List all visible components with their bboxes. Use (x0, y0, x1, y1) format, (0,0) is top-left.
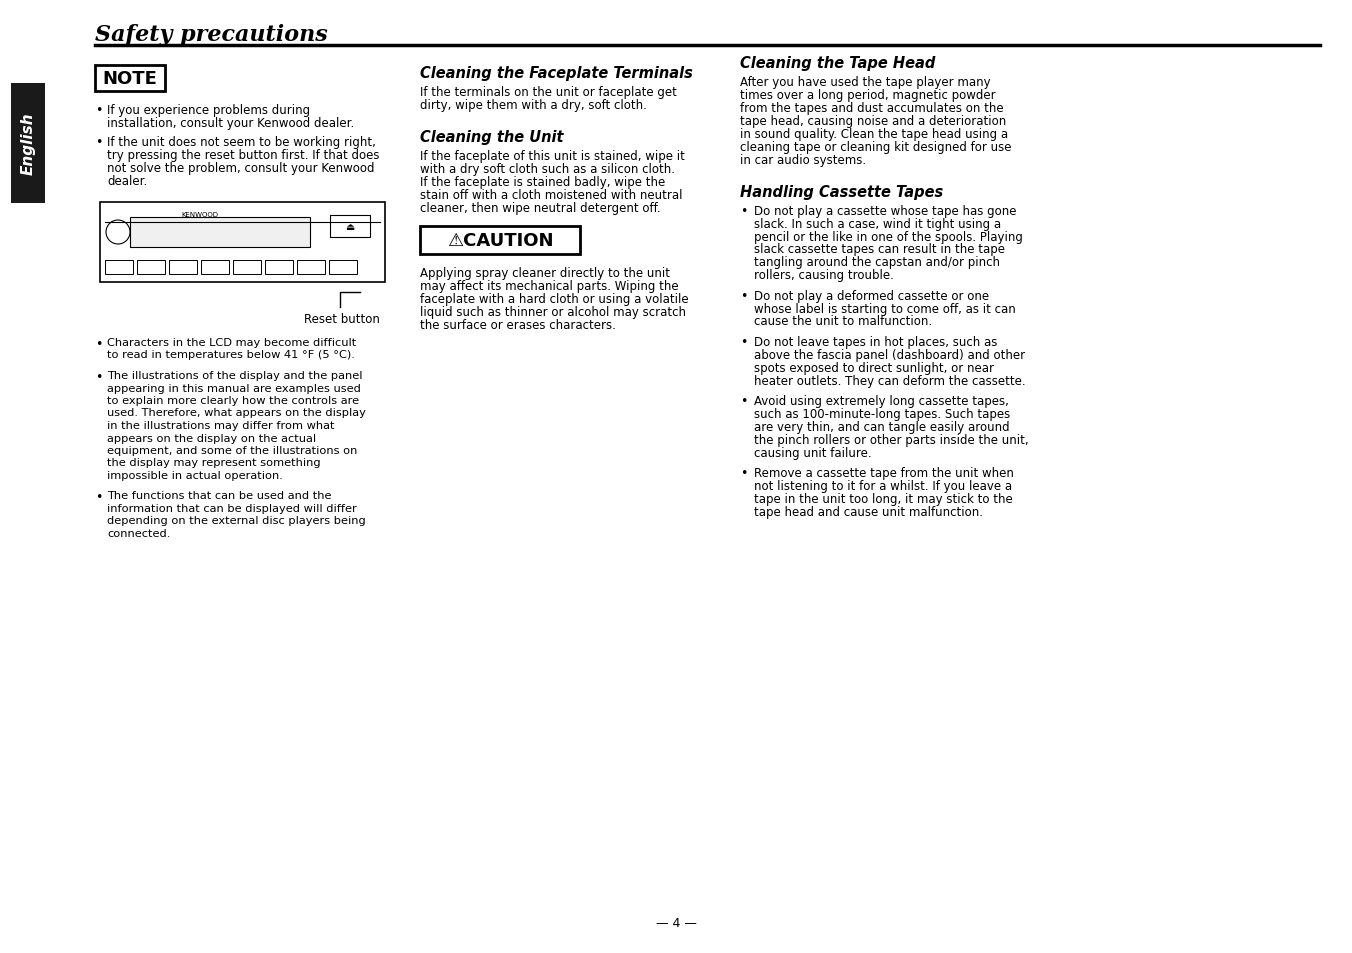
Text: connected.: connected. (107, 529, 170, 538)
Text: faceplate with a hard cloth or using a volatile: faceplate with a hard cloth or using a v… (420, 293, 688, 306)
Bar (233, 261, 261, 274)
Text: in sound quality. Clean the tape head using a: in sound quality. Clean the tape head us… (740, 128, 1009, 141)
Text: Do not leave tapes in hot places, such as: Do not leave tapes in hot places, such a… (754, 335, 998, 349)
Text: •: • (740, 395, 748, 408)
Text: •: • (740, 335, 748, 349)
Text: If you experience problems during: If you experience problems during (107, 104, 310, 117)
Text: in the illustrations may differ from what: in the illustrations may differ from wha… (107, 420, 334, 431)
Text: The functions that can be used and the: The functions that can be used and the (107, 491, 331, 501)
Text: Safety precautions: Safety precautions (95, 24, 327, 46)
Text: not listening to it for a whilst. If you leave a: not listening to it for a whilst. If you… (754, 479, 1013, 493)
Bar (137, 261, 165, 274)
Text: •: • (95, 337, 103, 351)
Text: tape head, causing noise and a deterioration: tape head, causing noise and a deteriora… (740, 115, 1006, 128)
Text: •: • (95, 371, 103, 384)
Text: If the faceplate of this unit is stained, wipe it: If the faceplate of this unit is stained… (420, 150, 685, 163)
Text: to read in temperatures below 41 °F (5 °C).: to read in temperatures below 41 °F (5 °… (107, 350, 354, 360)
Text: appearing in this manual are examples used: appearing in this manual are examples us… (107, 383, 361, 393)
Text: cleaner, then wipe neutral detergent off.: cleaner, then wipe neutral detergent off… (420, 202, 661, 214)
Text: heater outlets. They can deform the cassette.: heater outlets. They can deform the cass… (754, 375, 1026, 387)
Text: slack. In such a case, wind it tight using a: slack. In such a case, wind it tight usi… (754, 217, 1000, 231)
Text: If the terminals on the unit or faceplate get: If the terminals on the unit or faceplat… (420, 86, 677, 99)
Text: may affect its mechanical parts. Wiping the: may affect its mechanical parts. Wiping … (420, 280, 679, 293)
Text: Handling Cassette Tapes: Handling Cassette Tapes (740, 185, 944, 200)
Bar (329, 261, 357, 274)
Text: information that can be displayed will differ: information that can be displayed will d… (107, 503, 357, 514)
Text: tape head and cause unit malfunction.: tape head and cause unit malfunction. (754, 505, 983, 518)
Text: liquid such as thinner or alcohol may scratch: liquid such as thinner or alcohol may sc… (420, 306, 685, 318)
Text: such as 100-minute-long tapes. Such tapes: such as 100-minute-long tapes. Such tape… (754, 408, 1010, 421)
Text: are very thin, and can tangle easily around: are very thin, and can tangle easily aro… (754, 420, 1010, 434)
Text: the surface or erases characters.: the surface or erases characters. (420, 318, 617, 332)
Text: If the faceplate is stained badly, wipe the: If the faceplate is stained badly, wipe … (420, 175, 665, 189)
Text: the pinch rollers or other parts inside the unit,: the pinch rollers or other parts inside … (754, 434, 1029, 446)
Text: dealer.: dealer. (107, 174, 147, 188)
Text: try pressing the reset button first. If that does: try pressing the reset button first. If … (107, 149, 380, 162)
Text: cleaning tape or cleaning kit designed for use: cleaning tape or cleaning kit designed f… (740, 141, 1011, 153)
Text: tangling around the capstan and/or pinch: tangling around the capstan and/or pinch (754, 256, 1000, 269)
Text: The illustrations of the display and the panel: The illustrations of the display and the… (107, 371, 362, 380)
Text: ⚠CAUTION: ⚠CAUTION (446, 232, 553, 250)
Text: installation, consult your Kenwood dealer.: installation, consult your Kenwood deale… (107, 117, 354, 130)
Text: Cleaning the Faceplate Terminals: Cleaning the Faceplate Terminals (420, 66, 692, 81)
Text: tape in the unit too long, it may stick to the: tape in the unit too long, it may stick … (754, 493, 1013, 505)
Bar (330, 215, 370, 237)
Text: Do not play a cassette whose tape has gone: Do not play a cassette whose tape has go… (754, 205, 1017, 218)
Text: rollers, causing trouble.: rollers, causing trouble. (754, 269, 894, 282)
Text: •: • (95, 136, 103, 149)
Text: Cleaning the Tape Head: Cleaning the Tape Head (740, 56, 936, 71)
Bar (265, 261, 293, 274)
Text: Avoid using extremely long cassette tapes,: Avoid using extremely long cassette tape… (754, 395, 1009, 408)
Text: used. Therefore, what appears on the display: used. Therefore, what appears on the dis… (107, 408, 366, 418)
Text: from the tapes and dust accumulates on the: from the tapes and dust accumulates on t… (740, 102, 1003, 115)
Text: depending on the external disc players being: depending on the external disc players b… (107, 516, 366, 526)
Text: causing unit failure.: causing unit failure. (754, 446, 872, 459)
Bar (297, 261, 324, 274)
Bar (420, 227, 580, 254)
Text: dirty, wipe them with a dry, soft cloth.: dirty, wipe them with a dry, soft cloth. (420, 99, 646, 112)
Bar (130, 218, 310, 248)
Text: Characters in the LCD may become difficult: Characters in the LCD may become difficu… (107, 337, 356, 348)
Bar (100, 203, 385, 283)
Text: — 4 —: — 4 — (656, 917, 696, 929)
Text: with a dry soft cloth such as a silicon cloth.: with a dry soft cloth such as a silicon … (420, 163, 675, 175)
Text: whose label is starting to come off, as it can: whose label is starting to come off, as … (754, 302, 1015, 315)
Text: appears on the display on the actual: appears on the display on the actual (107, 433, 316, 443)
Bar (95, 66, 165, 91)
Bar (169, 261, 197, 274)
Text: impossible in actual operation.: impossible in actual operation. (107, 471, 283, 480)
Text: the display may represent something: the display may represent something (107, 458, 320, 468)
Text: •: • (740, 467, 748, 480)
Text: Reset button: Reset button (304, 313, 380, 326)
Bar (11, 84, 45, 204)
Text: spots exposed to direct sunlight, or near: spots exposed to direct sunlight, or nea… (754, 361, 994, 375)
Text: If the unit does not seem to be working right,: If the unit does not seem to be working … (107, 136, 376, 149)
Text: ⏏: ⏏ (345, 222, 354, 232)
Text: Cleaning the Unit: Cleaning the Unit (420, 130, 564, 145)
Text: Applying spray cleaner directly to the unit: Applying spray cleaner directly to the u… (420, 267, 671, 280)
Text: Remove a cassette tape from the unit when: Remove a cassette tape from the unit whe… (754, 467, 1014, 480)
Text: above the fascia panel (dashboard) and other: above the fascia panel (dashboard) and o… (754, 349, 1025, 361)
Text: cause the unit to malfunction.: cause the unit to malfunction. (754, 315, 932, 328)
Text: •: • (740, 290, 748, 302)
Text: English: English (20, 112, 35, 175)
Text: times over a long period, magnetic powder: times over a long period, magnetic powde… (740, 89, 995, 102)
Bar (105, 261, 132, 274)
Text: NOTE: NOTE (103, 70, 157, 88)
Text: •: • (740, 205, 748, 218)
Text: in car audio systems.: in car audio systems. (740, 153, 867, 167)
Text: •: • (95, 491, 103, 504)
Text: After you have used the tape player many: After you have used the tape player many (740, 76, 991, 89)
Text: Do not play a deformed cassette or one: Do not play a deformed cassette or one (754, 290, 990, 302)
Text: KENWOOD: KENWOOD (181, 212, 219, 218)
Text: stain off with a cloth moistened with neutral: stain off with a cloth moistened with ne… (420, 189, 683, 202)
Text: slack cassette tapes can result in the tape: slack cassette tapes can result in the t… (754, 243, 1005, 256)
Text: equipment, and some of the illustrations on: equipment, and some of the illustrations… (107, 446, 357, 456)
Text: •: • (95, 104, 103, 117)
Text: pencil or the like in one of the spools. Playing: pencil or the like in one of the spools.… (754, 231, 1023, 243)
Text: to explain more clearly how the controls are: to explain more clearly how the controls… (107, 395, 360, 406)
Bar (201, 261, 228, 274)
Text: not solve the problem, consult your Kenwood: not solve the problem, consult your Kenw… (107, 162, 375, 174)
